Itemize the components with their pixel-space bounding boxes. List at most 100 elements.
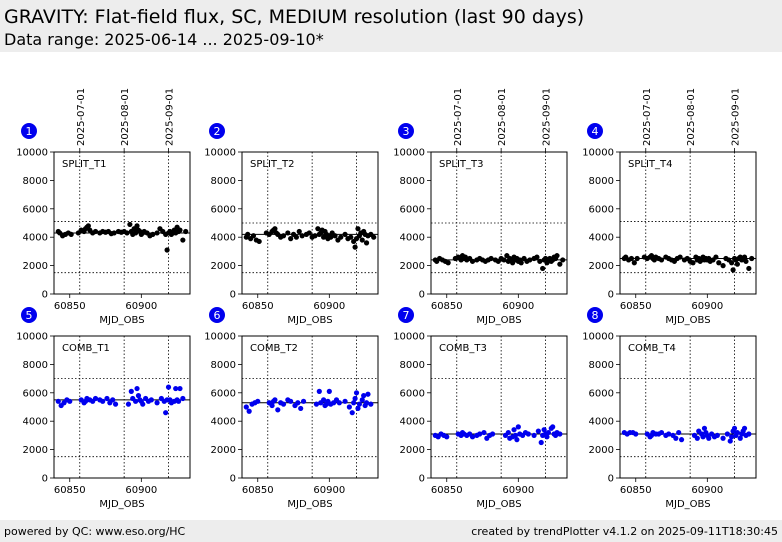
data-point	[55, 398, 61, 404]
y-tick-label: 10000	[582, 148, 614, 159]
data-point	[250, 233, 257, 239]
data-point	[731, 425, 738, 431]
y-tick-label: 10000	[16, 148, 48, 159]
date-tick-label: 2025-08-01	[686, 88, 697, 146]
data-point	[246, 408, 252, 414]
data-point	[724, 431, 730, 437]
data-point	[368, 401, 374, 407]
x-tick-label: 60900	[691, 301, 723, 312]
data-point	[313, 401, 320, 407]
data-point	[352, 395, 358, 402]
data-point	[743, 258, 749, 264]
data-point	[128, 388, 134, 394]
data-point	[165, 384, 172, 390]
data-point	[634, 255, 640, 262]
date-tick-label: 2025-09-01	[542, 88, 553, 146]
data-point	[444, 434, 450, 440]
header-bar: GRAVITY: Flat-field flux, SC, MEDIUM res…	[0, 0, 782, 52]
x-tick-label: 60850	[54, 485, 86, 496]
data-point	[514, 437, 520, 443]
data-point	[560, 257, 566, 263]
panel-label: COMB_T3	[439, 343, 487, 354]
y-tick-label: 4000	[589, 233, 614, 244]
data-point	[677, 254, 683, 260]
data-point	[298, 405, 304, 412]
data-point	[540, 265, 546, 272]
plot-frame	[53, 151, 191, 295]
data-point	[299, 233, 305, 239]
panel-number-badge	[21, 123, 37, 139]
data-point	[481, 429, 487, 436]
data-point	[544, 434, 550, 440]
y-tick-label: 0	[42, 474, 48, 485]
data-point	[346, 404, 352, 410]
y-tick-label: 8000	[23, 360, 48, 371]
data-point	[541, 427, 547, 433]
data-point	[535, 428, 541, 434]
data-point	[488, 255, 494, 262]
data-point	[255, 398, 261, 404]
data-point	[100, 398, 106, 404]
data-point	[694, 435, 700, 441]
y-tick-label: 6000	[400, 204, 425, 215]
x-tick-label: 60900	[125, 301, 157, 312]
data-point	[515, 424, 521, 430]
data-point	[180, 237, 186, 243]
data-point	[163, 410, 169, 416]
date-tick-label: 2025-07-01	[453, 88, 464, 146]
panel-label: COMB_T4	[628, 343, 676, 354]
data-point	[293, 234, 299, 240]
y-tick-label: 0	[608, 290, 614, 301]
data-point	[110, 397, 116, 403]
data-point	[112, 401, 119, 407]
data-point	[361, 393, 367, 399]
x-tick-label: 60850	[54, 301, 86, 312]
data-point	[272, 226, 278, 232]
data-point	[140, 401, 146, 407]
data-point	[527, 257, 533, 263]
plot-frame	[241, 335, 379, 479]
data-point	[104, 395, 110, 402]
panel-5: 0 2000 4000 6000 8000 10000 60850 60900 MJD_OBS C…	[16, 307, 191, 510]
data-point	[336, 400, 342, 406]
y-tick-label: 8000	[400, 360, 425, 371]
data-point	[68, 231, 74, 237]
data-point	[716, 260, 722, 266]
panel-number: 2	[214, 125, 221, 138]
data-point	[720, 263, 726, 269]
data-point	[342, 231, 348, 237]
y-tick-label: 4000	[400, 417, 425, 428]
data-point	[133, 398, 139, 404]
data-point	[315, 226, 321, 232]
y-tick-label: 6000	[589, 204, 614, 215]
data-point	[85, 223, 91, 229]
y-tick-label: 10000	[393, 332, 425, 343]
data-point	[706, 435, 712, 441]
data-point	[518, 260, 524, 266]
y-tick-label: 2000	[211, 261, 236, 272]
y-tick-label: 8000	[589, 176, 614, 187]
data-point	[332, 233, 338, 239]
y-tick-label: 8000	[211, 176, 236, 187]
data-point	[701, 425, 708, 431]
x-axis-label: MJD_OBS	[665, 315, 710, 326]
footer-credit: powered by QC: www.eso.org/HC	[4, 525, 186, 538]
plot-grid: 2025-07-01 2025-08-01 2025-09-01 0 2000 4000 6…	[16, 88, 757, 510]
panel-number: 4	[592, 125, 599, 138]
data-point	[363, 400, 370, 406]
data-point	[538, 439, 544, 446]
data-point	[489, 431, 496, 437]
date-tick-label: 2025-07-01	[642, 88, 653, 146]
data-point	[678, 437, 685, 443]
data-point	[280, 233, 287, 239]
data-point	[154, 400, 160, 406]
data-point	[531, 432, 537, 438]
panel-number-badge	[398, 307, 414, 323]
data-point	[730, 267, 736, 273]
data-point	[288, 236, 294, 242]
x-axis-label: MJD_OBS	[99, 315, 144, 326]
x-tick-label: 60850	[431, 301, 463, 312]
data-point	[177, 227, 183, 233]
data-point	[275, 407, 281, 413]
y-tick-label: 2000	[589, 445, 614, 456]
